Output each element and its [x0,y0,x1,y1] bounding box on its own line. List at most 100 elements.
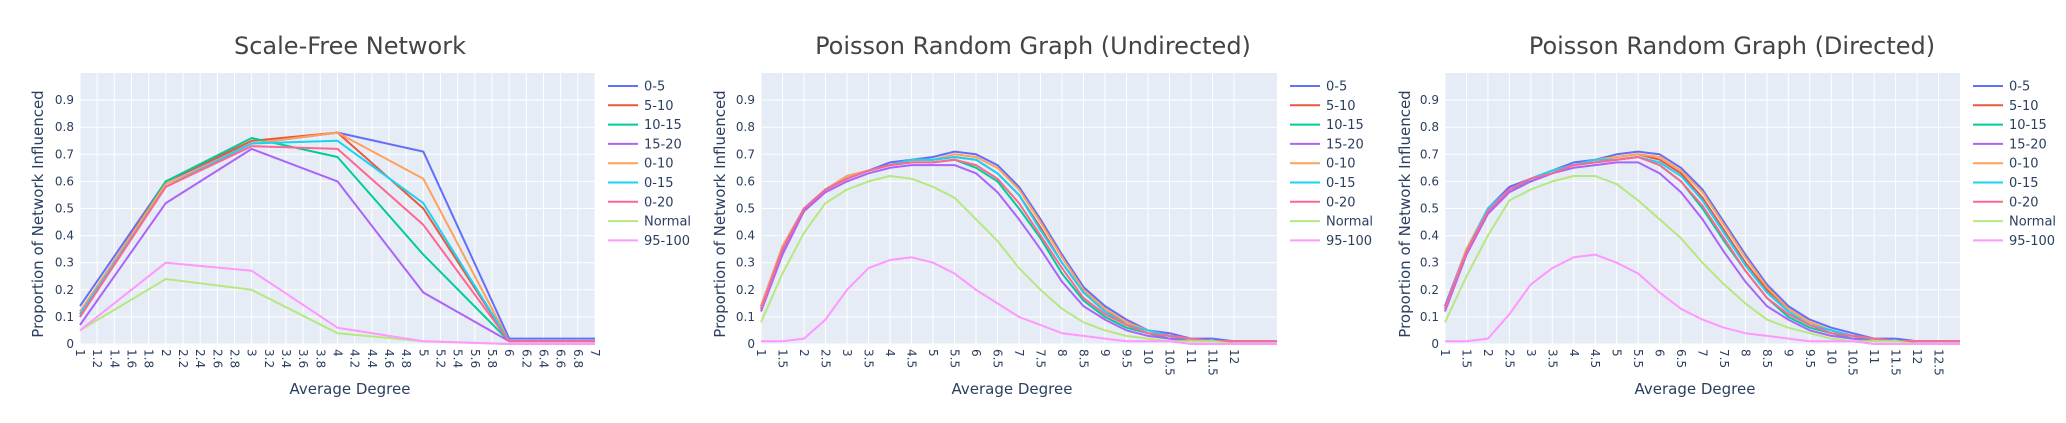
legend-label: 5-10 [644,99,674,114]
y-tick-label: 0.5 [1420,202,1439,216]
legend-label: 10-15 [644,118,682,133]
x-tick-label: 5.5 [948,349,962,368]
x-tick-label: 3 [245,349,259,357]
x-tick-label: 9 [1098,349,1112,357]
x-tick-label: 6.6 [554,349,568,368]
legend-label: 0-5 [644,80,665,95]
x-tick-label: 6.8 [571,349,585,368]
legend-label: 15-20 [644,137,682,152]
x-tick-label: 11.5 [1206,349,1220,376]
legend-label: 95-100 [2009,234,2055,249]
x-axis-title: Average Degree [1635,380,1756,398]
chart-scale-free: Scale-Free Network Average Degree Propor… [29,32,691,398]
y-tick-label: 0.3 [736,256,755,270]
x-tick-label: 6.4 [537,349,551,368]
legend-label: 0-15 [644,176,674,191]
y-tick-label: 0.7 [1420,147,1439,161]
y-tick-label: 0.6 [736,174,755,188]
x-tick-label: 5.2 [434,349,448,368]
x-tick-label: 2 [1481,349,1495,357]
x-tick-label: 8.5 [1760,349,1774,368]
x-tick-label: 7.5 [1034,349,1048,368]
y-tick-label: 0.9 [1420,93,1439,107]
x-tick-label: 1.6 [125,349,139,368]
x-tick-label: 6.5 [1674,349,1688,368]
series-line-95-100 [761,256,1277,345]
chart-title: Poisson Random Graph (Directed) [1529,32,1935,60]
y-tick-label: 0.1 [736,310,755,324]
x-tick-label: 5.8 [485,349,499,368]
x-tick-label: 4.4 [365,349,379,368]
x-tick-label: 12 [1910,349,1924,364]
y-tick-label: 0.9 [736,93,755,107]
x-tick-label: 2.6 [210,349,224,368]
legend-label: Normal [644,215,691,230]
legend-label: 0-15 [1326,176,1356,191]
series-line-95-100 [79,261,595,345]
x-tick-label: 10.5 [1846,349,1860,376]
x-tick-label: 4 [883,349,897,357]
x-axis-title: Average Degree [952,380,1073,398]
x-tick-label: 10 [1141,349,1155,364]
x-tick-label: 1.8 [142,349,156,368]
x-tick-label: 11 [1184,349,1198,364]
x-tick-label: 5.6 [468,349,482,368]
x-tick-label: 2.4 [193,349,207,368]
y-tick-label: 0.5 [736,202,755,216]
legend-label: 10-15 [2009,118,2047,133]
x-tick-label: 8 [1055,349,1069,357]
x-tick-label: 8 [1738,349,1752,357]
legend-label: 95-100 [1326,234,1372,249]
x-tick-label: 11.5 [1889,349,1903,376]
y-tick-label: 0.4 [736,229,755,243]
legend-label: Normal [2009,215,2056,230]
y-tick-label: 0.5 [55,202,74,216]
x-tick-label: 1.5 [1459,349,1473,368]
x-tick-label: 4.2 [348,349,362,368]
y-tick-label: 0.1 [1420,310,1439,324]
x-tick-label: 1.5 [776,349,790,368]
x-tick-label: 4 [1567,349,1581,357]
x-tick-label: 6.2 [519,349,533,368]
x-tick-label: 5.4 [451,349,465,368]
x-tick-label: 7 [1696,349,1710,357]
x-tick-label: 2.5 [1502,349,1516,368]
series-line-0-20 [79,145,595,343]
x-tick-label: 6 [1653,349,1667,357]
x-tick-label: 3.6 [296,349,310,368]
x-tick-label: 5 [926,349,940,357]
legend-label: 0-10 [1326,157,1356,172]
legend-label: 0-5 [2009,80,2030,95]
legend-label: 10-15 [1326,118,1364,133]
y-tick-label: 0.2 [736,283,755,297]
y-tick-label: 0.8 [1420,120,1439,134]
y-tick-label: 0.8 [55,120,74,134]
x-tick-label: 9.5 [1803,349,1817,368]
y-tick-label: 0.1 [55,310,74,324]
x-tick-label: 9 [1781,349,1795,357]
x-tick-label: 3.4 [279,349,293,368]
y-tick-label: 0 [1431,337,1439,351]
chart-title: Scale-Free Network [234,32,466,60]
x-tick-label: 2 [797,349,811,357]
x-tick-label: 5 [1610,349,1624,357]
y-tick-label: 0.6 [1420,174,1439,188]
x-tick-label: 2.8 [228,349,242,368]
x-tick-label: 12 [1227,349,1241,364]
y-tick-label: 0.2 [55,283,74,297]
legend-label: 5-10 [2009,99,2039,114]
x-tick-label: 3 [1524,349,1538,357]
x-tick-label: 4.5 [905,349,919,368]
x-tick-label: 2.2 [176,349,190,368]
y-axis-title: Proportion of Network Influenced [1396,90,1414,337]
legend-label: 0-15 [2009,176,2039,191]
series-line-0-20 [1444,156,1960,343]
x-tick-label: 7.5 [1717,349,1731,368]
series-line-Normal [760,175,1277,345]
y-tick-label: 0.6 [55,174,74,188]
x-tick-label: 6.5 [991,349,1005,368]
x-tick-label: 8.5 [1077,349,1091,368]
legend-label: 15-20 [2009,137,2047,152]
x-tick-label: 1.2 [90,349,104,368]
y-axis-title: Proportion of Network Influenced [711,90,729,337]
